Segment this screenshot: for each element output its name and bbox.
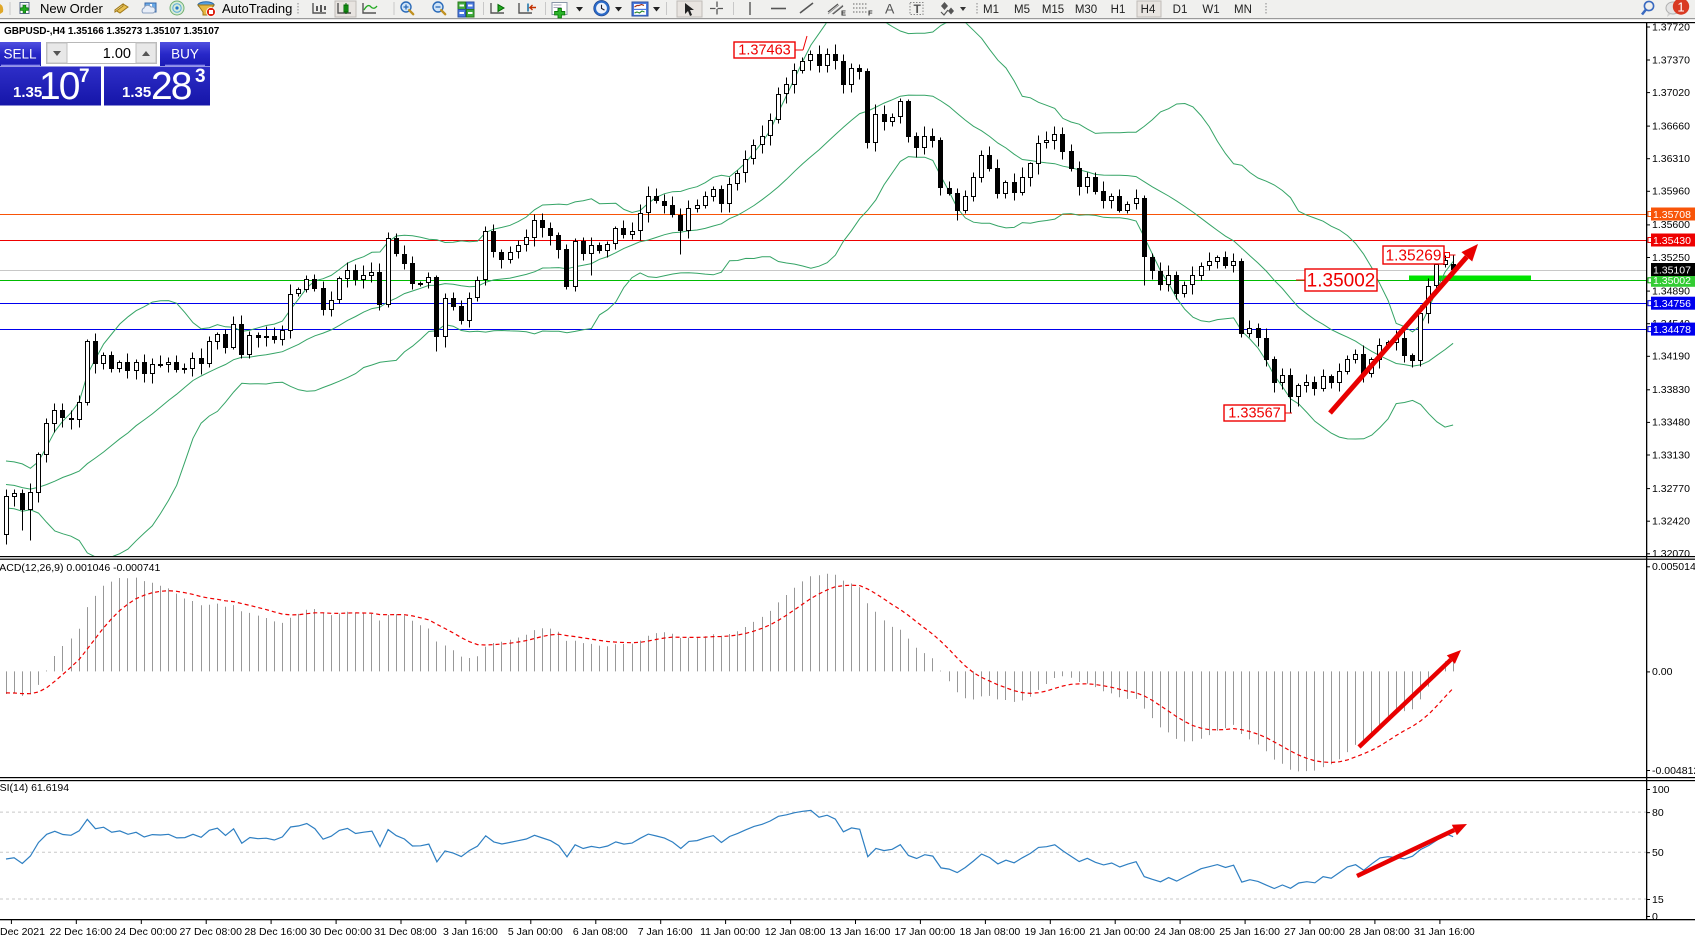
svg-text:24 Dec 00:00: 24 Dec 00:00 [115, 926, 178, 938]
svg-text:M5: M5 [1014, 4, 1030, 16]
svg-text:12 Jan 08:00: 12 Jan 08:00 [765, 926, 826, 938]
svg-text:80: 80 [1652, 807, 1664, 819]
svg-text:28 Dec 16:00: 28 Dec 16:00 [244, 926, 307, 938]
svg-text:27 Dec 08:00: 27 Dec 08:00 [179, 926, 242, 938]
svg-text:1: 1 [1677, 0, 1684, 15]
svg-text:24 Jan 08:00: 24 Jan 08:00 [1154, 926, 1215, 938]
svg-text:31 Dec 08:00: 31 Dec 08:00 [374, 926, 437, 938]
svg-text:30 Dec 00:00: 30 Dec 00:00 [309, 926, 372, 938]
svg-text:GBPUSD-,H4 1.35166 1.35273 1.: GBPUSD-,H4 1.35166 1.35273 1.35107 1.351… [4, 26, 220, 37]
svg-text:18 Jan 08:00: 18 Jan 08:00 [960, 926, 1021, 938]
svg-text:New Order: New Order [40, 1, 104, 16]
svg-text:10: 10 [39, 65, 80, 108]
svg-text:SELL: SELL [3, 47, 37, 62]
svg-text:1.35600: 1.35600 [1652, 219, 1690, 231]
svg-text:1.37463: 1.37463 [738, 43, 790, 59]
svg-text:1.34478: 1.34478 [1653, 324, 1691, 336]
svg-text:1.35: 1.35 [122, 84, 151, 101]
svg-text:1.34890: 1.34890 [1652, 285, 1690, 297]
svg-text:RSI(14) 61.6194: RSI(14) 61.6194 [0, 782, 69, 794]
svg-text:28: 28 [151, 65, 191, 108]
svg-text:0.00: 0.00 [1652, 666, 1673, 678]
svg-text:7 Jan 16:00: 7 Jan 16:00 [638, 926, 693, 938]
svg-text:MN: MN [1234, 4, 1252, 16]
svg-text:T: T [914, 2, 922, 16]
svg-text:D1: D1 [1173, 4, 1188, 16]
svg-text:1.35: 1.35 [13, 84, 42, 101]
svg-text:1.36660: 1.36660 [1652, 120, 1690, 132]
svg-text:1.36310: 1.36310 [1652, 153, 1690, 165]
svg-text:1.37370: 1.37370 [1652, 54, 1690, 66]
svg-text:1.35960: 1.35960 [1652, 186, 1690, 198]
svg-text:1.35269: 1.35269 [1385, 247, 1441, 264]
svg-text:0.005014: 0.005014 [1652, 561, 1695, 573]
svg-text:100: 100 [1652, 784, 1670, 796]
svg-text:Dec 2021: Dec 2021 [0, 926, 45, 938]
svg-text:H1: H1 [1111, 4, 1126, 16]
svg-text:1.33567: 1.33567 [1228, 406, 1280, 422]
svg-text:1.32070: 1.32070 [1652, 548, 1690, 560]
svg-text:7: 7 [79, 66, 90, 87]
svg-text:1.34190: 1.34190 [1652, 351, 1690, 363]
svg-text:3 Jan 16:00: 3 Jan 16:00 [443, 926, 498, 938]
svg-text:1.35250: 1.35250 [1652, 252, 1690, 264]
svg-text:1.33480: 1.33480 [1652, 417, 1690, 429]
svg-text:1.35107: 1.35107 [1653, 264, 1691, 276]
svg-text:1.32420: 1.32420 [1652, 516, 1690, 528]
svg-text:27 Jan 00:00: 27 Jan 00:00 [1284, 926, 1345, 938]
svg-text:1.37720: 1.37720 [1652, 21, 1690, 33]
svg-text:M15: M15 [1042, 4, 1064, 16]
svg-text:H4: H4 [1141, 4, 1156, 16]
svg-text:1.35002: 1.35002 [1653, 275, 1691, 287]
svg-text:6 Jan 08:00: 6 Jan 08:00 [573, 926, 628, 938]
svg-text:M1: M1 [983, 4, 999, 16]
svg-text:1.33130: 1.33130 [1652, 449, 1690, 461]
svg-text:22 Dec 16:00: 22 Dec 16:00 [50, 926, 113, 938]
svg-text:19 Jan 16:00: 19 Jan 16:00 [1024, 926, 1085, 938]
svg-text:0: 0 [1652, 911, 1658, 923]
svg-text:1.35002: 1.35002 [1307, 270, 1376, 291]
svg-text:17 Jan 00:00: 17 Jan 00:00 [895, 926, 956, 938]
svg-text:1.32770: 1.32770 [1652, 483, 1690, 495]
svg-text:1.33830: 1.33830 [1652, 384, 1690, 396]
svg-text:28 Jan 08:00: 28 Jan 08:00 [1349, 926, 1410, 938]
svg-text:5 Jan 00:00: 5 Jan 00:00 [508, 926, 563, 938]
svg-text:1.35708: 1.35708 [1653, 209, 1691, 221]
svg-text:21 Jan 00:00: 21 Jan 00:00 [1089, 926, 1150, 938]
svg-text:BUY: BUY [171, 47, 199, 62]
svg-text:13 Jan 16:00: 13 Jan 16:00 [830, 926, 891, 938]
svg-text:F: F [868, 9, 873, 18]
svg-text:-0.004812: -0.004812 [1652, 765, 1695, 777]
svg-text:1.00: 1.00 [103, 46, 131, 62]
svg-text:W1: W1 [1202, 4, 1219, 16]
svg-text:M30: M30 [1075, 4, 1097, 16]
svg-text:1.34756: 1.34756 [1653, 298, 1691, 310]
svg-text:AutoTrading: AutoTrading [222, 1, 292, 16]
svg-text:3: 3 [195, 66, 206, 87]
svg-text:50: 50 [1652, 847, 1664, 859]
svg-text:15: 15 [1652, 894, 1664, 906]
svg-text:E: E [841, 9, 846, 18]
svg-text:31 Jan 16:00: 31 Jan 16:00 [1414, 926, 1475, 938]
svg-text:1.35430: 1.35430 [1653, 235, 1691, 247]
svg-text:25 Jan 16:00: 25 Jan 16:00 [1219, 926, 1280, 938]
svg-text:11 Jan 00:00: 11 Jan 00:00 [700, 926, 760, 938]
svg-text:1.37020: 1.37020 [1652, 87, 1690, 99]
svg-text:MACD(12,26,9) 0.001046 -0.0007: MACD(12,26,9) 0.001046 -0.000741 [0, 562, 161, 574]
svg-text:A: A [885, 1, 895, 17]
